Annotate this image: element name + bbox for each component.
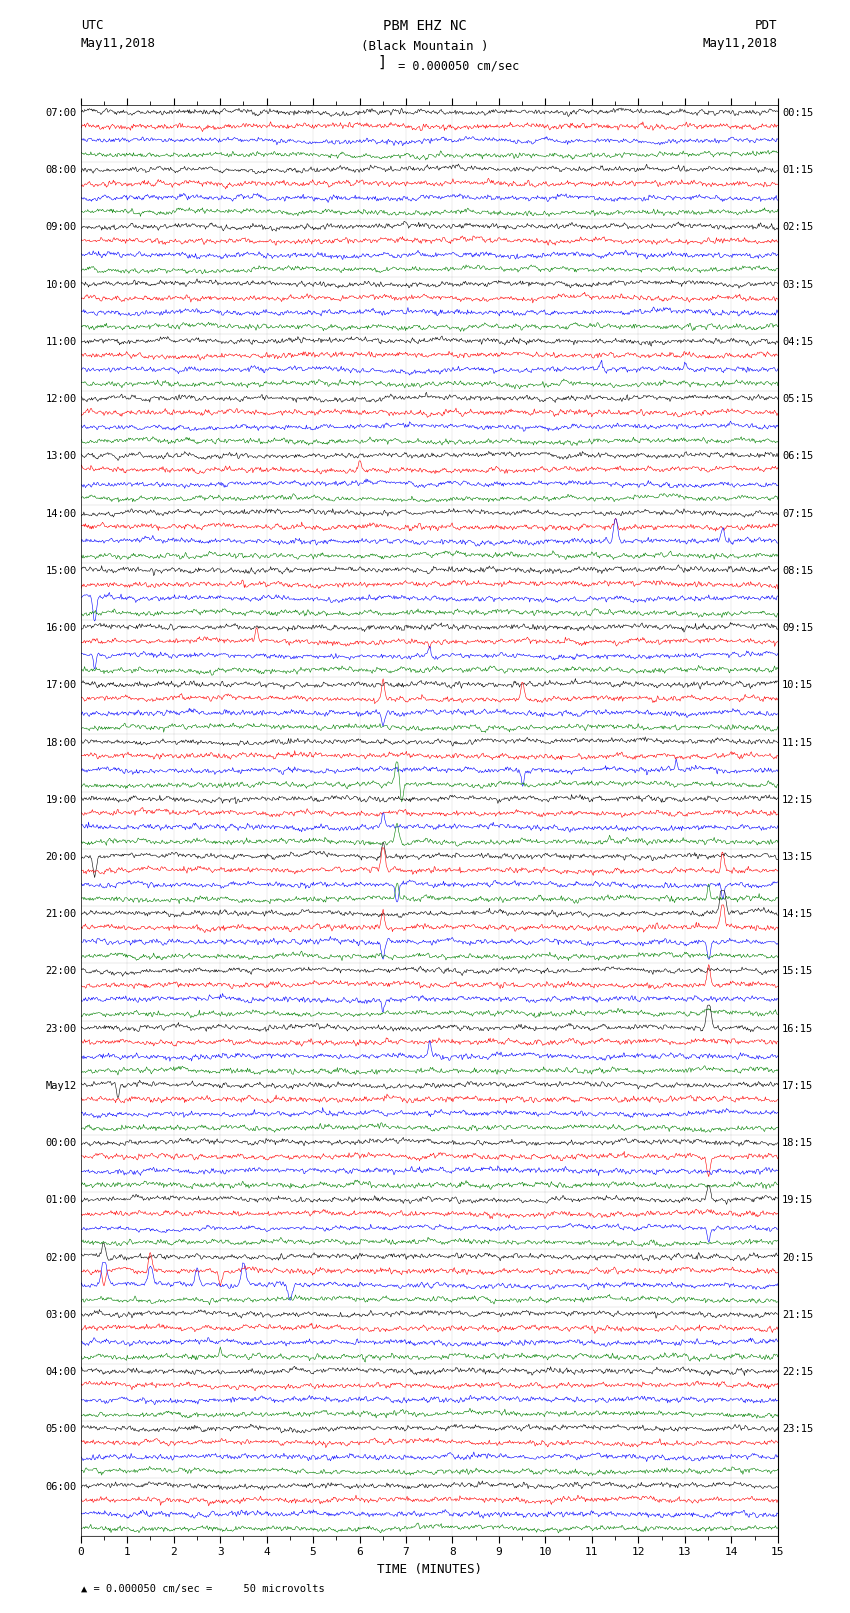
X-axis label: TIME (MINUTES): TIME (MINUTES) <box>377 1563 482 1576</box>
Text: UTC: UTC <box>81 19 103 32</box>
Text: ]: ] <box>377 55 387 69</box>
Text: May11,2018: May11,2018 <box>703 37 778 50</box>
Text: ▲ = 0.000050 cm/sec =     50 microvolts: ▲ = 0.000050 cm/sec = 50 microvolts <box>81 1584 325 1594</box>
Text: PDT: PDT <box>756 19 778 32</box>
Text: = 0.000050 cm/sec: = 0.000050 cm/sec <box>391 60 519 73</box>
Text: PBM EHZ NC: PBM EHZ NC <box>383 19 467 34</box>
Text: (Black Mountain ): (Black Mountain ) <box>361 40 489 53</box>
Text: May11,2018: May11,2018 <box>81 37 156 50</box>
